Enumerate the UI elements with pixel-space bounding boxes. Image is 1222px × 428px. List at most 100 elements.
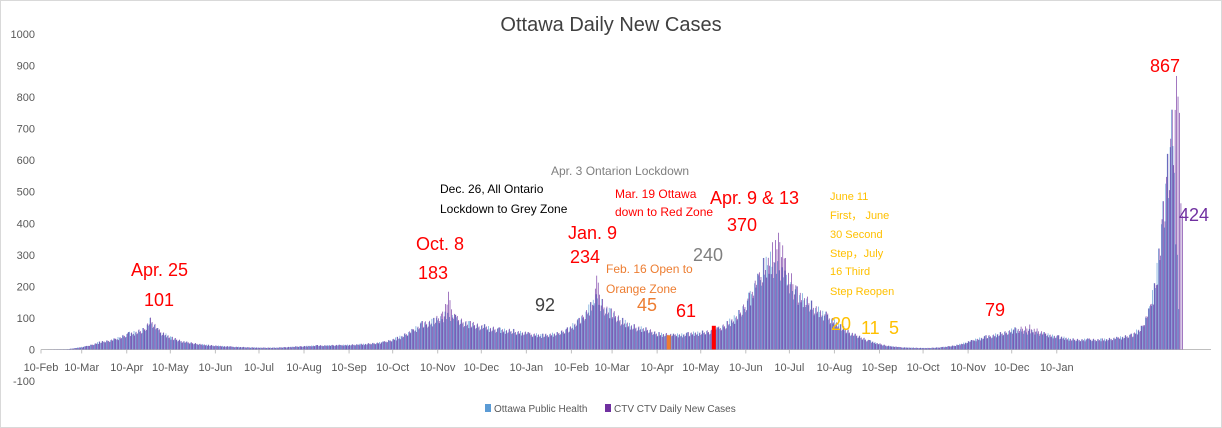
bar (1039, 333, 1041, 350)
x-tick-label: 10-Sep (862, 362, 897, 374)
bar (988, 335, 989, 350)
bar (881, 344, 882, 350)
bar (1146, 318, 1148, 350)
y-tick-label: 600 (17, 155, 35, 167)
bar (824, 314, 826, 350)
bar (619, 321, 620, 350)
bar (1180, 203, 1182, 350)
bar (855, 333, 856, 350)
bar (1174, 109, 1176, 350)
bar (101, 341, 103, 350)
bar (696, 334, 697, 350)
y-tick-label: -100 (13, 376, 35, 388)
bar (135, 332, 136, 350)
bar (651, 332, 652, 350)
bar (363, 343, 364, 350)
y-tick-label: 300 (17, 250, 35, 262)
bar (682, 337, 683, 350)
bar (253, 347, 255, 350)
bar (213, 346, 215, 350)
bar (321, 345, 323, 350)
bar (531, 334, 532, 350)
bar (516, 334, 518, 350)
bar (483, 327, 484, 350)
bar (416, 331, 417, 350)
bar (331, 344, 333, 350)
bar (626, 323, 627, 350)
bar (1061, 336, 1063, 350)
bar (517, 331, 518, 350)
bar (1168, 190, 1170, 350)
bar (944, 346, 946, 350)
bar (367, 343, 369, 350)
bar (424, 321, 426, 350)
bar (387, 342, 388, 350)
bar (411, 328, 413, 350)
bar (408, 332, 409, 350)
bar (296, 346, 298, 350)
bar (751, 294, 752, 350)
bar (739, 314, 741, 350)
bar (703, 332, 705, 350)
bar (1057, 335, 1059, 350)
bar (780, 280, 781, 350)
bar (874, 342, 876, 350)
bar (568, 331, 570, 350)
bar (1046, 335, 1048, 350)
bar (418, 329, 420, 350)
bar (914, 348, 915, 350)
legend-label: CTV CTV Daily New Cases (614, 404, 736, 415)
bar (993, 336, 995, 350)
bar (437, 320, 439, 350)
bar (166, 337, 167, 350)
x-tick-label: 10-Jan (510, 362, 544, 374)
bar (467, 324, 468, 350)
bar (354, 345, 356, 350)
bar (179, 339, 181, 350)
bar (417, 326, 419, 350)
bar (1164, 221, 1166, 350)
bar (600, 305, 602, 350)
bar (1051, 336, 1052, 350)
bar (968, 341, 970, 350)
bar (1001, 333, 1003, 350)
bar (802, 293, 803, 350)
bar (290, 346, 292, 350)
bar (890, 345, 892, 350)
bar (1158, 248, 1159, 350)
bar (415, 326, 417, 350)
bar (868, 339, 870, 350)
bar (473, 326, 475, 350)
bar (209, 345, 211, 350)
bar (1043, 332, 1045, 350)
annotation-v867: 867 (1150, 56, 1180, 76)
bar (640, 326, 642, 350)
bar (1121, 337, 1123, 350)
bar (864, 339, 866, 350)
bar (407, 335, 409, 350)
bar (977, 338, 978, 350)
bar (942, 346, 943, 350)
bar (297, 346, 299, 350)
bar (494, 330, 495, 350)
bar (486, 330, 488, 350)
bar (953, 345, 955, 350)
bar (752, 298, 754, 350)
bar (808, 303, 810, 350)
bar (161, 335, 162, 350)
bar (478, 326, 480, 350)
bar (932, 347, 933, 350)
bar (683, 334, 685, 350)
bar (1000, 332, 1002, 350)
bar (741, 314, 743, 350)
bar (539, 336, 541, 350)
bar (921, 348, 922, 350)
bar (605, 308, 607, 350)
bar (278, 347, 279, 350)
bar (552, 332, 553, 350)
bar (248, 347, 250, 350)
bar (164, 335, 165, 350)
bar (908, 347, 910, 350)
bar (846, 332, 848, 350)
bar (718, 326, 720, 350)
